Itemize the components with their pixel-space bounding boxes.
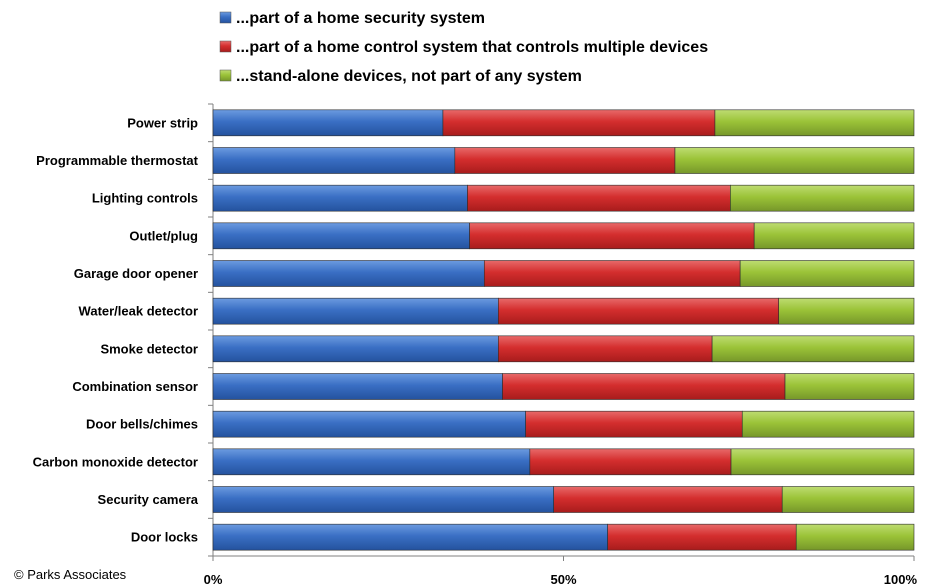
bar-programmable-thermostat-series-1 [212, 147, 456, 174]
category-label-door-locks: Door locks [131, 530, 198, 545]
x-tick-label-100pct: 100% [884, 572, 918, 587]
bar-lighting-controls-series-2 [467, 184, 731, 212]
bar-security-camera-series-3 [781, 486, 915, 513]
bar-programmable-thermostat-series-3 [674, 147, 915, 174]
category-label-security-camera: Security camera [98, 492, 199, 507]
bar-carbon-monoxide-detector-series-3 [730, 448, 915, 476]
bar-outlet-plug-series-3 [753, 222, 915, 250]
bar-lighting-controls-series-3 [730, 184, 915, 212]
bar-water-leak-detector-series-3 [778, 297, 915, 325]
legend-swatch-2 [219, 40, 232, 53]
category-label-combination-sensor: Combination sensor [72, 379, 198, 394]
bar-combination-sensor-series-3 [784, 373, 915, 400]
bar-outlet-plug-series-2 [469, 222, 755, 250]
bar-security-camera-series-2 [553, 486, 783, 513]
bar-water-leak-detector-series-1 [212, 297, 499, 325]
category-labels: Power strip Programmable thermostat Lighti… [33, 115, 199, 544]
bar-garage-door-opener-series-3 [739, 260, 915, 287]
bars [212, 109, 915, 551]
bar-door-locks-series-2 [607, 523, 797, 551]
bar-door-bells-chimes-series-1 [212, 410, 526, 438]
category-label-lighting-controls: Lighting controls [92, 191, 198, 206]
category-label-garage-door-opener: Garage door opener [74, 266, 198, 281]
bar-carbon-monoxide-detector-series-2 [529, 448, 732, 476]
category-label-smoke-detector: Smoke detector [100, 341, 198, 356]
bar-garage-door-opener-series-1 [212, 260, 485, 287]
legend-swatch-1 [219, 11, 232, 24]
bar-door-locks-series-1 [212, 523, 608, 551]
bar-power-strip-series-2 [442, 109, 716, 137]
bar-door-bells-chimes-series-3 [741, 410, 915, 438]
x-tick-labels: 0% 50% 100% [204, 572, 918, 587]
category-label-power-strip: Power strip [127, 115, 198, 130]
category-label-carbon-monoxide-detector: Carbon monoxide detector [33, 454, 198, 469]
bar-outlet-plug-series-1 [212, 222, 470, 250]
bar-carbon-monoxide-detector-series-1 [212, 448, 531, 476]
bar-door-locks-series-3 [795, 523, 915, 551]
bar-power-strip-series-3 [714, 109, 915, 137]
legend-label-2: ...part of a home control system that co… [236, 39, 708, 56]
bar-power-strip-series-1 [212, 109, 444, 137]
x-tick-label-50pct: 50% [550, 572, 576, 587]
legend-label-3: ...stand-alone devices, not part of any … [236, 68, 582, 85]
category-label-programmable-thermostat: Programmable thermostat [36, 153, 198, 168]
category-label-water-leak-detector: Water/leak detector [79, 304, 198, 319]
legend-swatch-3 [219, 69, 232, 82]
category-label-outlet-plug: Outlet/plug [129, 228, 198, 243]
bar-water-leak-detector-series-2 [498, 297, 780, 325]
bar-security-camera-series-1 [212, 486, 554, 513]
axes [208, 103, 915, 561]
bar-smoke-detector-series-2 [498, 335, 713, 363]
bar-smoke-detector-series-1 [212, 335, 499, 363]
legend-label-1: ...part of a home security system [236, 10, 485, 27]
bar-combination-sensor-series-2 [502, 373, 786, 400]
bar-smoke-detector-series-3 [711, 335, 915, 363]
bar-combination-sensor-series-1 [212, 373, 503, 400]
x-tick-label-0pct: 0% [204, 572, 223, 587]
bar-programmable-thermostat-series-2 [454, 147, 676, 174]
bar-garage-door-opener-series-2 [483, 260, 741, 287]
bar-lighting-controls-series-1 [212, 184, 468, 212]
legend: ...part of a home security system ...part… [219, 10, 708, 85]
bar-door-bells-chimes-series-2 [525, 410, 743, 438]
copyright-text: © Parks Associates [14, 567, 127, 582]
category-label-door-bells-chimes: Door bells/chimes [86, 417, 198, 432]
